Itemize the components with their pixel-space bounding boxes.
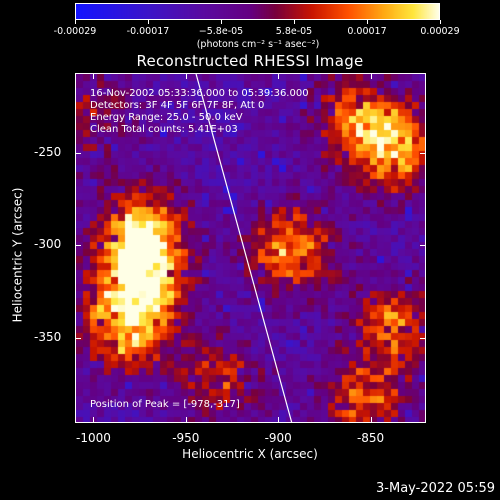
annotation-detectors: Detectors: 3F 4F 5F 6F 7F 8F, Att 0 [90, 100, 265, 111]
colorbar-tick-label: 5.8e-05 [275, 26, 313, 37]
x-tick-mark [278, 73, 280, 79]
annotation-clean-counts: Clean Total counts: 5.41E+03 [90, 124, 238, 135]
colorbar-units: (photons cm⁻² s⁻¹ asec⁻²) [196, 39, 320, 50]
colorbar [75, 3, 440, 20]
colorbar-tick-label: 0.00017 [347, 26, 387, 37]
y-tick-mark [75, 152, 81, 154]
y-tick-label: -250 [34, 144, 62, 159]
y-tick-label: -300 [34, 237, 62, 252]
solar-limb-line [195, 74, 293, 422]
plot-area: 16-Nov-2002 05:33:36.000 to 05:39:36.000… [75, 73, 426, 423]
y-tick-mark [420, 245, 426, 247]
x-tick-label: -850 [356, 431, 385, 445]
y-tick-label: -350 [34, 329, 62, 344]
x-tick-mark [185, 417, 187, 423]
colorbar-tick-label: 0.00029 [420, 26, 460, 37]
x-tick-mark [370, 73, 372, 79]
x-tick-mark [370, 417, 372, 423]
x-tick-label: -1000 [76, 431, 111, 445]
chart-title: Reconstructed RHESSI Image [136, 52, 364, 70]
limb-line-layer [195, 74, 293, 422]
x-tick-label: -900 [264, 431, 292, 445]
colorbar-tick-label: -0.00017 [126, 26, 170, 37]
y-axis-label: Heliocentric Y (arcsec) [10, 187, 25, 323]
colorbar-tick-mark [440, 20, 441, 24]
x-tick-mark [185, 73, 187, 79]
colorbar-tick-label: −5.8e-05 [198, 26, 244, 37]
render-timestamp: 3-May-2022 05:59 [376, 481, 495, 496]
colorbar-tick-mark [294, 20, 295, 24]
colorbar-tick-mark [221, 20, 222, 24]
x-tick-label: -950 [172, 431, 200, 445]
x-tick-mark [93, 417, 95, 423]
y-tick-mark [420, 337, 426, 339]
y-tick-mark [75, 245, 81, 247]
y-tick-mark [420, 152, 426, 154]
x-tick-mark [93, 73, 95, 79]
colorbar-tick-mark [367, 20, 368, 24]
colorbar-tick-mark [75, 20, 76, 24]
annotation-peak-position: Position of Peak = [-978,-317] [90, 399, 240, 410]
annotation-energy-range: Energy Range: 25.0 - 50.0 keV [90, 112, 243, 123]
colorbar-tick-label: -0.00029 [53, 26, 97, 37]
x-axis-label: Heliocentric X (arcsec) [182, 447, 318, 461]
y-tick-mark [75, 337, 81, 339]
annotation-time-range: 16-Nov-2002 05:33:36.000 to 05:39:36.000 [90, 88, 309, 99]
x-tick-mark [278, 417, 280, 423]
heatmap-image [76, 74, 425, 422]
colorbar-tick-mark [148, 20, 149, 24]
